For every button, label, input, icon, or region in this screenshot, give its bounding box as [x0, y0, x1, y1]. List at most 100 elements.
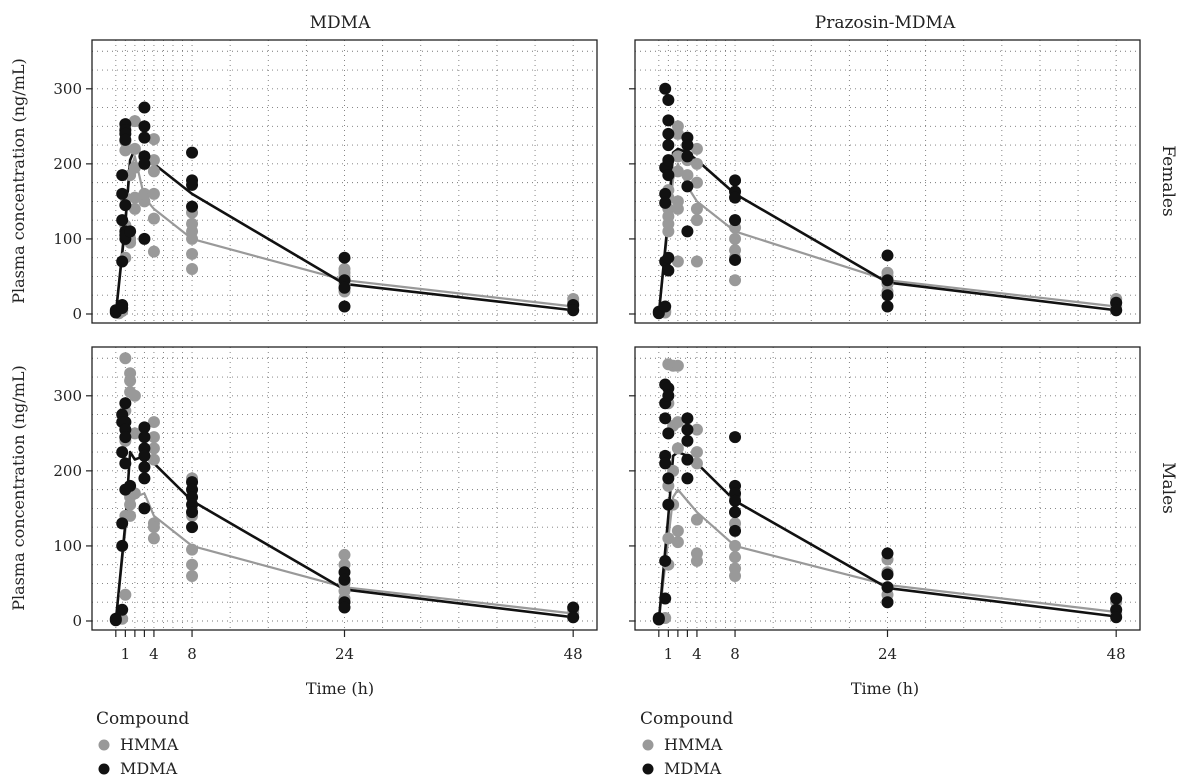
data-point-hmma — [690, 142, 703, 155]
data-point-hmma — [671, 165, 684, 178]
data-point-mdma — [186, 146, 199, 159]
data-point-mdma — [729, 253, 742, 266]
data-point-hmma — [690, 554, 703, 567]
data-point-mdma — [338, 601, 351, 614]
data-point-hmma — [128, 142, 141, 155]
data-point-mdma — [881, 568, 894, 581]
x-tick-label: 24 — [335, 645, 354, 663]
data-point-hmma — [128, 191, 141, 204]
y-tick-label: 200 — [53, 155, 82, 173]
x-axis-title-left: Time (h) — [306, 679, 374, 698]
data-point-mdma — [116, 517, 129, 530]
facet-column-label-mdma: MDMA — [310, 13, 371, 33]
data-point-mdma — [116, 255, 129, 268]
data-point-mdma — [681, 225, 694, 238]
data-point-mdma — [662, 127, 675, 140]
data-point-mdma — [662, 154, 675, 167]
y-tick-label: 100 — [53, 230, 82, 248]
data-point-hmma — [128, 389, 141, 402]
data-point-mdma — [662, 498, 675, 511]
data-point-hmma — [671, 255, 684, 268]
data-point-hmma — [729, 569, 742, 582]
data-point-mdma — [567, 304, 580, 317]
data-point-mdma — [729, 214, 742, 227]
legend-swatch-hmma — [642, 739, 654, 751]
facet-row-label-males: Males — [1158, 462, 1178, 514]
data-point-hmma — [729, 551, 742, 564]
data-point-hmma — [186, 558, 199, 571]
data-point-hmma — [338, 548, 351, 561]
data-point-hmma — [119, 588, 132, 601]
data-point-hmma — [690, 423, 703, 436]
data-point-mdma — [119, 397, 132, 410]
data-point-hmma — [186, 262, 199, 275]
data-point-mdma — [681, 150, 694, 163]
data-point-mdma — [567, 611, 580, 624]
data-point-mdma — [138, 232, 151, 245]
data-point-mdma — [338, 573, 351, 586]
data-point-mdma — [881, 300, 894, 313]
panel-frame — [91, 346, 598, 631]
x-tick-label: 1 — [664, 645, 674, 663]
facet-column-label-prazosin-mdma: Prazosin-MDMA — [815, 13, 956, 33]
y-tick-label: 200 — [53, 462, 82, 480]
data-point-mdma — [659, 300, 672, 313]
data-point-mdma — [138, 472, 151, 485]
data-point-mdma — [881, 596, 894, 609]
data-point-mdma — [116, 539, 129, 552]
data-point-hmma — [690, 513, 703, 526]
data-point-mdma — [652, 613, 665, 626]
data-point-hmma — [690, 457, 703, 470]
data-point-mdma — [138, 421, 151, 434]
data-point-hmma — [690, 446, 703, 459]
data-point-mdma — [138, 157, 151, 170]
data-point-mdma — [116, 446, 129, 459]
data-point-mdma — [138, 431, 151, 444]
data-point-mdma — [138, 101, 151, 114]
data-point-hmma — [147, 442, 160, 455]
legend-label-mdma: MDMA — [664, 759, 722, 778]
data-point-hmma — [138, 187, 151, 200]
data-point-mdma — [1110, 304, 1123, 317]
data-point-mdma — [124, 225, 137, 238]
data-point-hmma — [128, 161, 141, 174]
data-point-hmma — [690, 176, 703, 189]
data-point-mdma — [662, 264, 675, 277]
data-point-mdma — [681, 423, 694, 436]
x-tick-label: 8 — [187, 645, 197, 663]
data-point-mdma — [681, 180, 694, 193]
data-point-hmma — [186, 543, 199, 556]
legend-label-mdma: MDMA — [120, 759, 178, 778]
data-point-hmma — [124, 509, 137, 522]
data-point-hmma — [690, 157, 703, 170]
y-tick-label: 0 — [72, 612, 82, 630]
panel-prazosin-mdma-females — [629, 39, 1141, 324]
x-tick-label: 48 — [564, 645, 583, 663]
data-point-mdma — [662, 389, 675, 402]
data-point-hmma — [147, 212, 160, 225]
data-point-hmma — [119, 352, 132, 365]
data-point-mdma — [662, 114, 675, 127]
data-point-mdma — [881, 289, 894, 302]
data-point-mdma — [881, 581, 894, 594]
data-point-mdma — [729, 524, 742, 537]
data-point-mdma — [338, 281, 351, 294]
data-point-mdma — [681, 453, 694, 466]
data-point-mdma — [881, 274, 894, 287]
data-point-mdma — [116, 169, 129, 182]
data-point-mdma — [681, 412, 694, 425]
data-point-mdma — [119, 199, 132, 212]
data-point-mdma — [138, 502, 151, 515]
data-point-mdma — [138, 120, 151, 133]
panel-frame — [91, 39, 598, 324]
data-point-mdma — [681, 472, 694, 485]
data-point-hmma — [671, 524, 684, 537]
data-point-mdma — [681, 434, 694, 447]
data-point-mdma — [567, 601, 580, 614]
data-point-hmma — [690, 202, 703, 215]
data-point-hmma — [147, 416, 160, 429]
y-axis-title-bottom: Plasma concentration (ng/mL) — [9, 365, 28, 610]
data-point-hmma — [671, 150, 684, 163]
